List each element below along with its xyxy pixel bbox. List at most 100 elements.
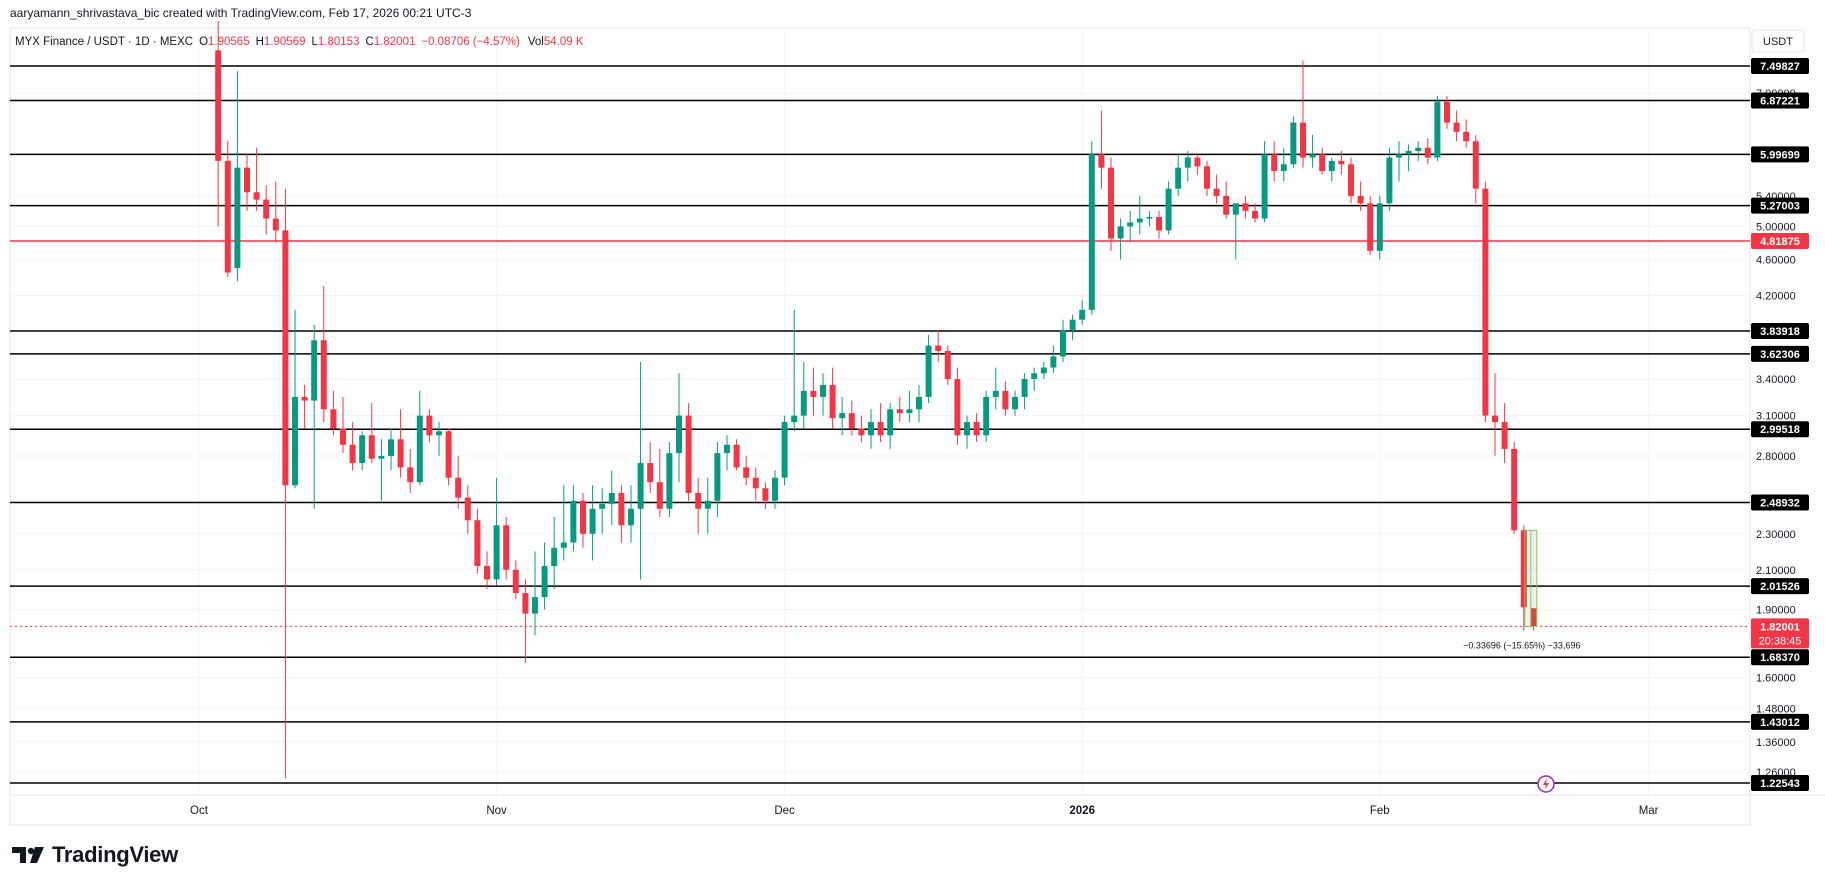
candle[interactable] bbox=[512, 560, 519, 600]
candle[interactable] bbox=[330, 390, 337, 436]
candle[interactable] bbox=[503, 516, 510, 580]
time-axis[interactable]: Oct Nov Dec 2026 Feb Mar bbox=[190, 805, 1659, 817]
candle[interactable] bbox=[234, 71, 241, 282]
candle[interactable] bbox=[973, 413, 980, 443]
tradingview-logo[interactable]: TradingView bbox=[12, 842, 178, 868]
candle[interactable] bbox=[215, 21, 222, 227]
candle[interactable] bbox=[954, 367, 961, 445]
candle[interactable] bbox=[868, 409, 874, 449]
candle[interactable] bbox=[1232, 203, 1239, 260]
candle[interactable] bbox=[1463, 119, 1470, 148]
candle[interactable] bbox=[1271, 141, 1278, 182]
candle[interactable] bbox=[1012, 390, 1018, 416]
candle[interactable] bbox=[244, 154, 250, 211]
candle[interactable] bbox=[1156, 210, 1162, 239]
candle[interactable] bbox=[1127, 210, 1134, 243]
candle[interactable] bbox=[637, 361, 644, 580]
candle[interactable] bbox=[1520, 525, 1527, 631]
candle[interactable] bbox=[1223, 181, 1230, 219]
candle[interactable] bbox=[397, 409, 404, 478]
candle[interactable] bbox=[368, 403, 375, 464]
candle[interactable] bbox=[1328, 157, 1335, 182]
candle[interactable] bbox=[1280, 147, 1287, 182]
candle[interactable] bbox=[733, 439, 740, 471]
candle[interactable] bbox=[877, 403, 884, 443]
candle[interactable] bbox=[484, 551, 490, 590]
candle[interactable] bbox=[1242, 195, 1249, 219]
candle[interactable] bbox=[263, 185, 270, 235]
candle[interactable] bbox=[752, 467, 759, 501]
candle[interactable] bbox=[359, 431, 366, 471]
candle[interactable] bbox=[1194, 154, 1201, 175]
candle[interactable] bbox=[599, 488, 606, 534]
candle[interactable] bbox=[791, 309, 798, 432]
candle[interactable] bbox=[1472, 134, 1479, 204]
candle[interactable] bbox=[608, 470, 615, 526]
candle[interactable] bbox=[532, 551, 538, 636]
candle[interactable] bbox=[848, 400, 855, 436]
candle[interactable] bbox=[1482, 181, 1489, 423]
candle[interactable] bbox=[800, 361, 807, 429]
candle[interactable] bbox=[1213, 174, 1220, 204]
candle[interactable] bbox=[695, 477, 702, 534]
candle[interactable] bbox=[656, 448, 663, 517]
candlestick-series[interactable] bbox=[215, 21, 1537, 779]
candle[interactable] bbox=[1501, 403, 1508, 464]
candle[interactable] bbox=[560, 485, 567, 561]
candle[interactable] bbox=[1108, 157, 1114, 251]
candle[interactable] bbox=[522, 579, 529, 663]
candle[interactable] bbox=[676, 373, 682, 483]
candle[interactable] bbox=[272, 181, 279, 243]
candle[interactable] bbox=[983, 390, 990, 443]
candle[interactable] bbox=[1175, 154, 1182, 196]
price-axis[interactable]: 7.000005.400005.000004.600004.200003.400… bbox=[1751, 58, 1809, 791]
candle[interactable] bbox=[1146, 210, 1153, 227]
candle[interactable] bbox=[781, 415, 788, 486]
candle[interactable] bbox=[1434, 96, 1441, 161]
candle[interactable] bbox=[349, 422, 356, 471]
candle[interactable] bbox=[1021, 373, 1028, 410]
candle[interactable] bbox=[570, 485, 577, 552]
candle[interactable] bbox=[474, 508, 481, 574]
candle[interactable] bbox=[1261, 141, 1268, 223]
candle[interactable] bbox=[1367, 195, 1374, 256]
candle[interactable] bbox=[810, 367, 817, 416]
candle[interactable] bbox=[772, 470, 778, 509]
candle[interactable] bbox=[666, 442, 673, 517]
candle[interactable] bbox=[1290, 116, 1297, 168]
candle[interactable] bbox=[1300, 60, 1306, 168]
candle[interactable] bbox=[714, 442, 721, 517]
candle[interactable] bbox=[282, 188, 289, 779]
candle[interactable] bbox=[1444, 96, 1450, 129]
candle[interactable] bbox=[1386, 147, 1393, 211]
candle[interactable] bbox=[455, 455, 462, 509]
candle[interactable] bbox=[618, 485, 625, 543]
candle[interactable] bbox=[1136, 195, 1143, 235]
candle[interactable] bbox=[388, 428, 394, 471]
candle[interactable] bbox=[1511, 442, 1518, 534]
candle[interactable] bbox=[1415, 141, 1422, 161]
candle[interactable] bbox=[1338, 150, 1345, 175]
candle[interactable] bbox=[839, 396, 846, 436]
candle[interactable] bbox=[887, 403, 894, 449]
candle[interactable] bbox=[292, 309, 298, 489]
candle[interactable] bbox=[1309, 134, 1316, 168]
candle[interactable] bbox=[1396, 141, 1402, 182]
candle[interactable] bbox=[551, 516, 558, 590]
candle[interactable] bbox=[858, 415, 865, 443]
candle[interactable] bbox=[378, 439, 385, 501]
candle[interactable] bbox=[820, 373, 826, 416]
currency-selector[interactable]: USDT bbox=[1751, 29, 1805, 53]
candle[interactable] bbox=[647, 442, 654, 493]
candle[interactable] bbox=[1117, 218, 1124, 260]
candle[interactable] bbox=[704, 477, 711, 534]
candle[interactable] bbox=[1165, 181, 1172, 235]
candle[interactable] bbox=[464, 485, 471, 534]
candle[interactable] bbox=[416, 390, 423, 486]
candle[interactable] bbox=[724, 435, 730, 471]
candle[interactable] bbox=[407, 448, 414, 493]
candle[interactable] bbox=[1424, 138, 1431, 165]
candle[interactable] bbox=[320, 286, 327, 423]
candle[interactable] bbox=[445, 428, 452, 486]
